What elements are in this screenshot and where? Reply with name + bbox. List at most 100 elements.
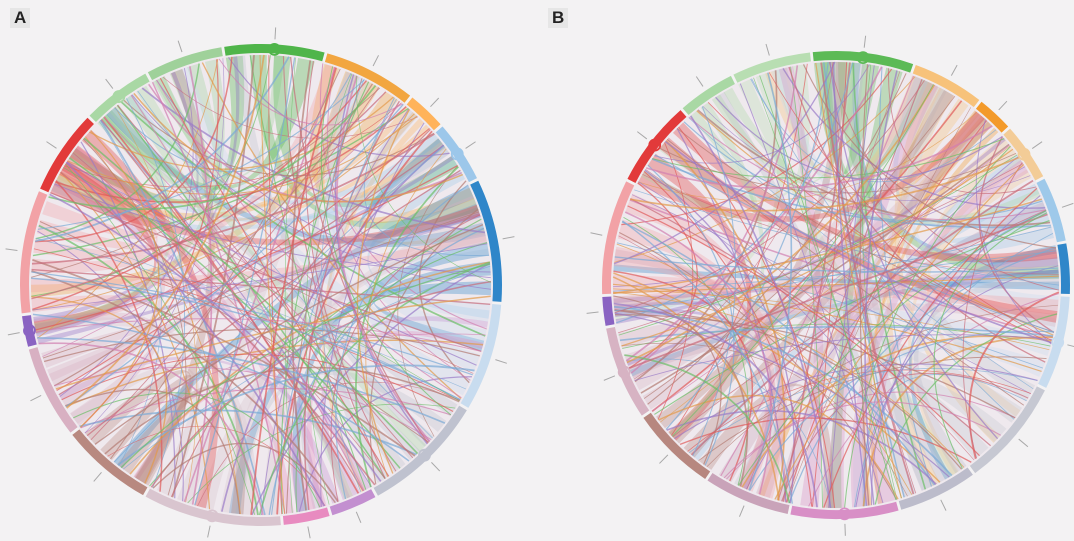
chord-line [613,270,753,482]
chord-line [788,247,1057,504]
chord-line [156,79,491,279]
segment-tick [431,462,441,472]
chord-line [86,169,461,437]
chord-ribbon [933,146,1058,262]
chord-line [613,272,941,483]
chord-line [122,265,491,470]
chord-line [665,62,829,430]
chord-line [645,168,975,461]
chord-line [626,358,832,509]
chord-line [63,167,460,402]
segment-arc [790,501,899,519]
chord-line [855,195,1041,508]
chord-line [152,442,336,504]
chord-line [330,214,481,502]
chord-line [676,128,787,503]
chord-line [844,145,1011,508]
chord-line [68,157,401,469]
chord-line [741,335,1052,488]
chord-line [130,94,365,491]
chord-ribbon [641,110,755,219]
chord-ribbon [624,254,1059,370]
chord-line [613,198,1043,295]
chord-line [65,388,241,515]
segment-arc [733,52,811,83]
chord-ribbon [359,138,481,239]
segment-tick [430,97,440,108]
chord-line [100,119,372,488]
segment-arc [912,65,980,108]
chord-line [624,354,791,504]
chord-ribbon [613,295,1023,423]
chord-ribbon [765,70,924,181]
chord-line [54,183,491,273]
segment-tick [940,499,947,511]
chord-line [133,92,464,203]
chord-line [647,73,907,405]
chord-line [628,182,698,369]
chord-line [201,62,462,400]
chord-line [671,84,934,437]
chord-line [31,296,168,484]
chord-line [782,62,851,502]
chord-line [612,276,780,501]
chord-line [303,100,401,511]
chord-line [753,77,903,499]
segment-tick [659,454,669,464]
chord-ribbon [107,106,458,417]
chord-line [626,84,936,364]
chord-line [290,56,429,444]
chord-line [334,74,428,445]
chord-ribbon [37,213,481,344]
chord-line [37,58,219,339]
segment-tick [46,141,57,149]
chord-line [100,118,364,492]
chord-line [55,180,163,492]
segment-arc [975,101,1009,133]
chord-line [679,417,972,463]
chord-line [645,125,993,189]
chord-line [320,66,452,416]
chord-line [621,148,1014,347]
chord-line [651,144,1010,412]
chord-line [782,68,1046,209]
chord-line [365,148,447,478]
chord-line [862,374,1027,507]
chord-line [613,295,722,465]
chord-line [759,75,897,500]
segment-arc [1057,243,1070,295]
chord-line [32,107,409,257]
segment-arc [627,110,687,183]
chord-line [707,101,1052,344]
chord-ribbon [715,91,917,498]
segment-arc [1003,128,1044,181]
chord-line [654,154,1055,333]
segment-tick [495,359,507,364]
segment-arc [898,467,973,510]
chord-ribbon [318,71,446,202]
chord-ribbon [868,115,986,505]
segment-arc [435,126,478,183]
segment-arc [682,75,735,116]
chord-line [268,55,283,515]
chord-line [614,309,749,487]
segment-arc [643,412,711,479]
chord-line [335,184,469,500]
chord-line [32,113,415,311]
chord-line [66,54,265,409]
chord-line [42,102,402,357]
segment-tick [695,76,704,87]
chord-line [58,144,445,396]
segment-marker [838,507,851,521]
chord-line [627,205,980,457]
chord-line [31,277,461,401]
chord-line [35,318,482,352]
chord-line [829,62,999,440]
chord-line [261,108,410,516]
segment-marker [648,138,662,152]
chord-line [188,66,213,505]
segment-tick [355,511,362,524]
chord-line [356,75,492,283]
chord-line [31,55,271,297]
